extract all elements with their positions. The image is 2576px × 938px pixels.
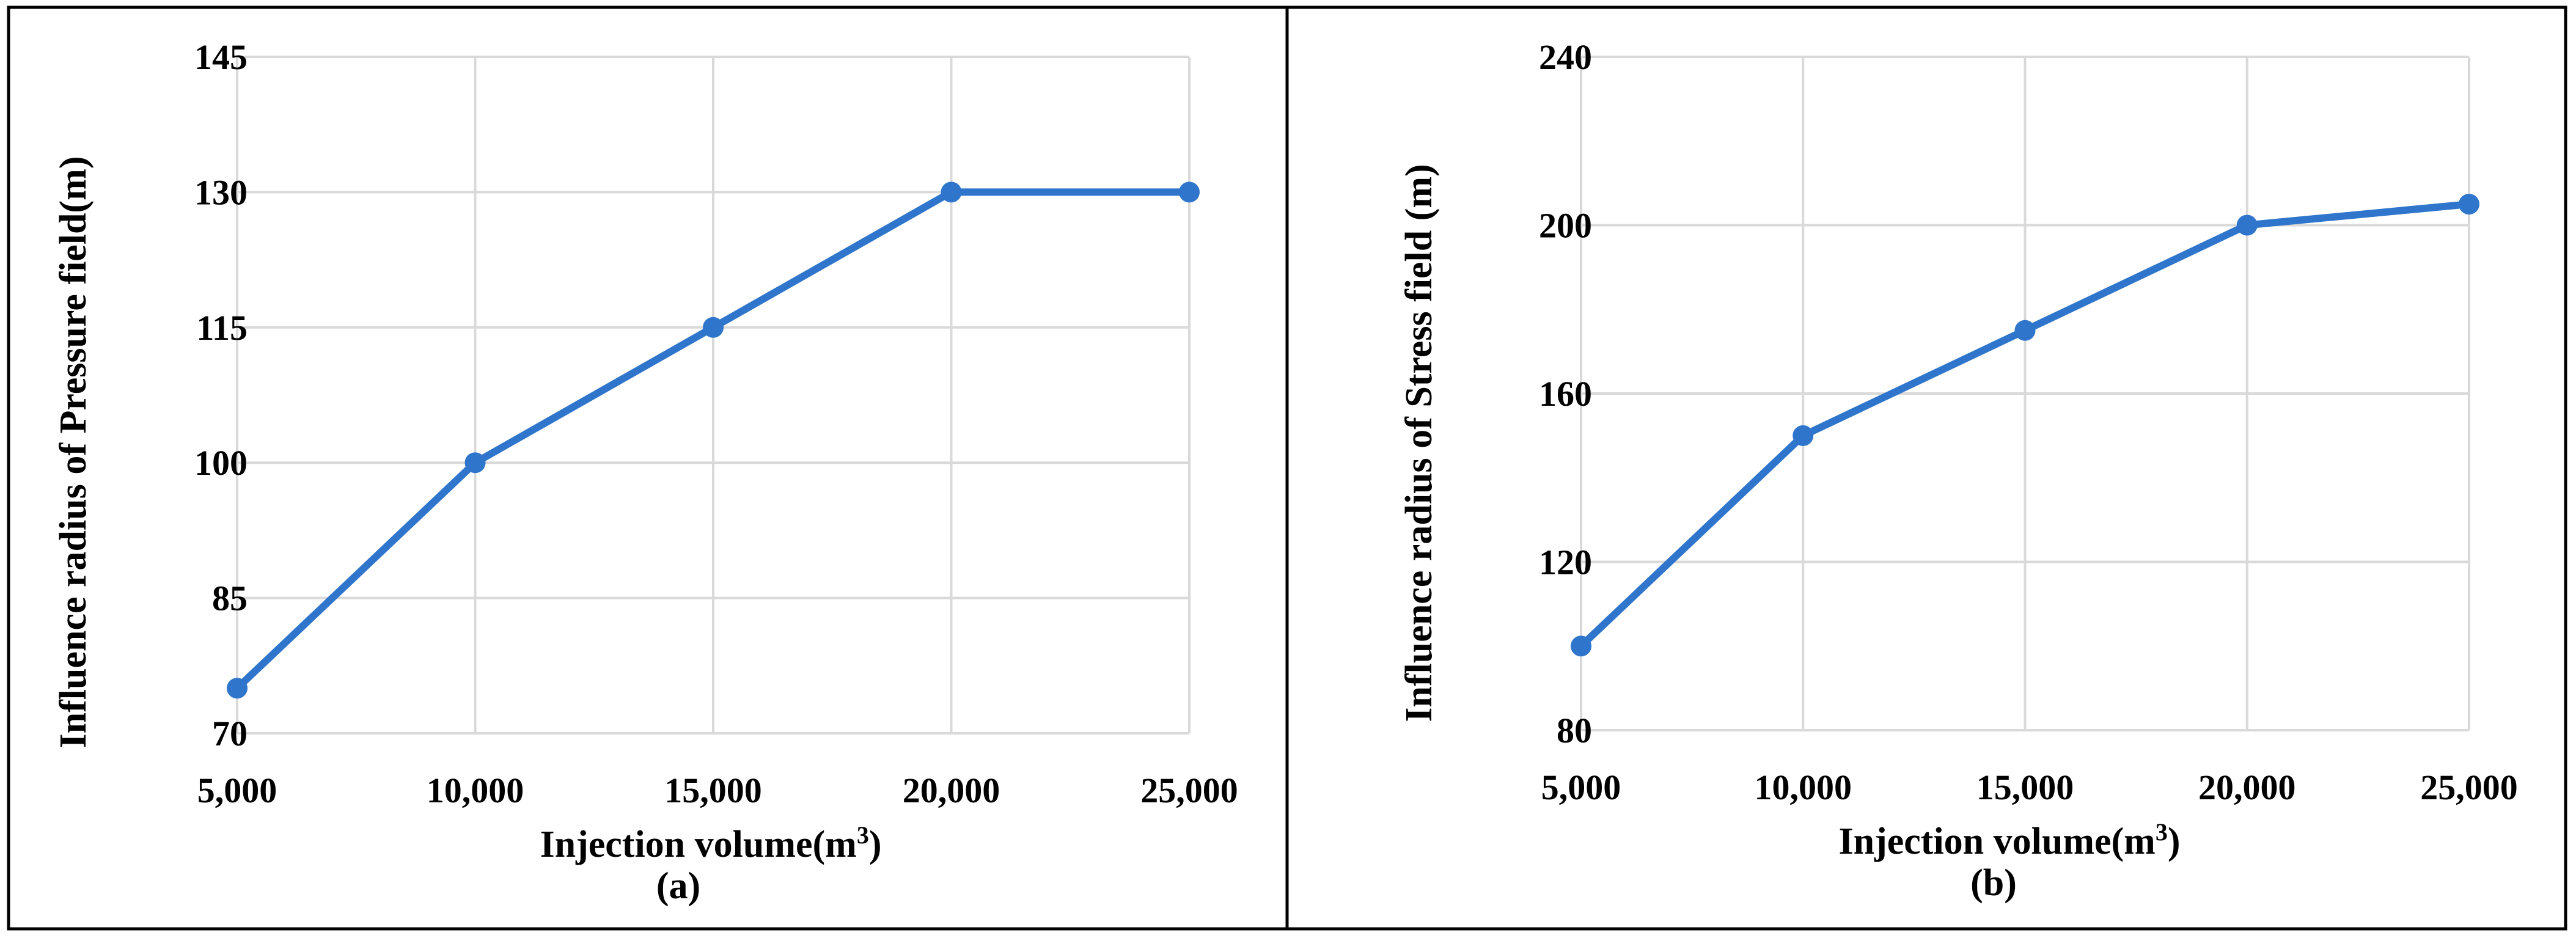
chart-b-data-point [1793, 425, 1814, 446]
chart-a-series [227, 181, 1200, 699]
chart-b-y-tick-label: 160 [1539, 374, 1592, 414]
chart-a-x-tick-label: 5,000 [197, 771, 277, 810]
chart-b-data-point [2014, 320, 2036, 341]
chart-b-y-axis-title: Influence radius of Stress field (m) [1398, 164, 1440, 722]
chart-b-x-tick-label: 20,000 [2198, 768, 2296, 807]
chart-a-y-tick-label: 115 [196, 308, 248, 348]
chart-b-data-point [1571, 636, 1591, 657]
chart-a-x-tick-label: 10,000 [427, 771, 524, 810]
chart-a-data-point [464, 452, 486, 474]
chart-a-y-tick-label: 85 [212, 579, 248, 618]
chart-a-y-axis-title: Influence radius of Pressure field(m) [53, 156, 94, 749]
chart-a-x-axis-title: Injection volume(m3) [540, 821, 882, 865]
chart-b-y-ticks: 80 120 160 200 240 [1539, 37, 1592, 750]
chart-a-data-point [941, 181, 962, 203]
chart-b-x-axis-title: Injection volume(m3) [1839, 818, 2181, 862]
chart-a-caption: (a) [656, 865, 700, 907]
chart-b-y-tick-label: 120 [1539, 543, 1592, 582]
chart-b-x-ticks: 5,000 10,000 15,000 20,000 25,000 [1541, 768, 2518, 807]
chart-b-data-point [2236, 214, 2258, 236]
chart-a-y-tick-label: 70 [212, 714, 248, 753]
chart-b-x-tick-label: 15,000 [1976, 768, 2074, 807]
chart-a-gridlines [236, 56, 1191, 735]
chart-a-x-tick-label: 15,000 [664, 771, 762, 810]
chart-a-y-ticks: 70 85 100 115 130 145 [194, 37, 248, 753]
chart-a-x-tick-label: 20,000 [903, 771, 1000, 810]
chart-a-data-point [227, 678, 248, 699]
chart-a-data-point [1179, 181, 1200, 203]
chart-b-caption: (b) [1970, 862, 2017, 904]
chart-a-y-tick-label: 130 [194, 172, 248, 212]
chart-a: 70 85 100 115 130 145 5,000 10,000 15,000 20,000… [53, 37, 1238, 907]
chart-a-x-ticks: 5,000 10,000 15,000 20,000 25,000 [197, 771, 1238, 810]
panel-b-border [1285, 5, 2567, 931]
chart-a-x-tick-label: 25,000 [1140, 771, 1238, 810]
chart-b-x-tick-label: 25,000 [2420, 768, 2518, 807]
chart-a-y-tick-label: 145 [194, 37, 248, 77]
chart-b: 80 120 160 200 240 5,000 10,000 15,000 20,000 25… [1398, 37, 2518, 904]
chart-b-x-tick-label: 5,000 [1541, 768, 1621, 807]
chart-b-data-point [2459, 194, 2479, 215]
chart-b-x-tick-label: 10,000 [1755, 768, 1852, 807]
chart-a-y-tick-label: 100 [194, 443, 248, 483]
chart-b-series [1571, 194, 2479, 657]
chart-b-y-tick-label: 240 [1539, 37, 1592, 77]
chart-b-y-tick-label: 200 [1539, 206, 1592, 246]
chart-a-data-point [703, 317, 724, 338]
chart-b-gridlines [1580, 56, 2470, 731]
chart-b-y-tick-label: 80 [1557, 711, 1592, 750]
